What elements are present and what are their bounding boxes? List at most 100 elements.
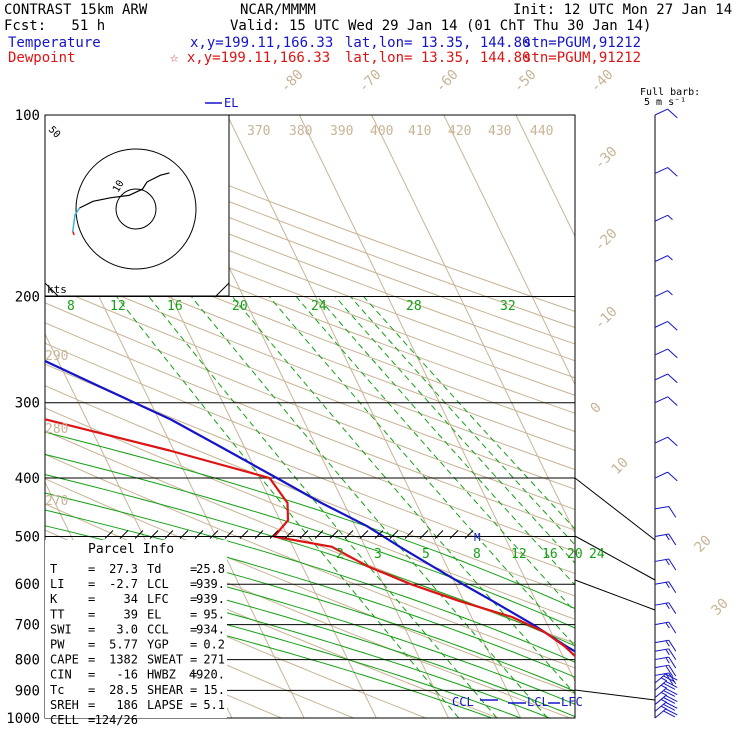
- parcel-value: 939.: [196, 592, 225, 606]
- parcel-key: CELL: [50, 713, 79, 727]
- pressure-tick-label: 700: [15, 618, 40, 634]
- parcel-key: HWBZ: [147, 668, 176, 682]
- mixing-label-upper: 20: [232, 299, 248, 314]
- init-time: Init: 12 UTC Mon 27 Jan 14: [513, 2, 733, 18]
- wind-barb: [654, 320, 678, 331]
- parcel-value: 39: [124, 607, 138, 621]
- theta-label: 390: [330, 124, 353, 139]
- wind-barb: [654, 648, 677, 661]
- mixing-label-upper: 16: [167, 299, 183, 314]
- parcel-eq: =: [88, 592, 95, 606]
- wind-barb: [654, 348, 678, 359]
- perspective-lines: [574, 477, 656, 701]
- parcel-key: SHEAR: [147, 683, 184, 697]
- wind-barb: [654, 664, 677, 677]
- mixing-label-lower: 24: [589, 547, 605, 562]
- parcel-eq: =: [190, 683, 197, 697]
- parcel-value: 25.8: [196, 562, 225, 576]
- model-title: CONTRAST 15km ARW: [4, 2, 148, 18]
- mixing-ratio-line: [317, 296, 575, 586]
- wind-barb: [654, 581, 677, 594]
- dry-adiabat-line: [45, 478, 575, 694]
- parcel-value: 3.0: [116, 622, 138, 636]
- dry-adiabat-line: [45, 322, 575, 531]
- parcel-eq: =: [88, 577, 95, 591]
- dewpoint-station: stn=PGUM,91212: [523, 50, 642, 66]
- mixing-label-upper: 12: [110, 299, 126, 314]
- melting-level-label: M: [474, 531, 481, 544]
- hodograph-trace-low: [72, 231, 75, 236]
- lfc-label: LFC: [561, 695, 583, 709]
- parcel-eq: =: [190, 577, 197, 591]
- parcel-key: K: [50, 592, 58, 606]
- theta-label: 380: [289, 124, 312, 139]
- parcel-eq: =: [190, 622, 197, 636]
- wind-barb: [654, 471, 678, 482]
- pressure-tick-label: 600: [15, 577, 40, 593]
- temperature-station: stn=PGUM,91212: [523, 35, 642, 51]
- isotherm-label: -80: [278, 67, 307, 96]
- wind-barb: [654, 672, 677, 685]
- parcel-value: 27.3: [109, 562, 138, 576]
- dry-adiabat-line: [45, 385, 575, 597]
- mixing-ratio-line: [231, 296, 575, 695]
- wind-barb: [654, 695, 678, 705]
- isotherm-label: -70: [356, 67, 385, 96]
- isotherm-label: -60: [433, 67, 462, 96]
- theta-label: 290: [45, 349, 68, 364]
- pressure-tick-label: 1000: [6, 711, 40, 727]
- isotherm-line: [226, 115, 522, 718]
- dry-adiabat-line: [45, 363, 575, 575]
- parcel-value: 271: [203, 653, 225, 667]
- mixing-label-upper: 32: [500, 299, 516, 314]
- parcel-eq: =: [88, 683, 95, 697]
- pressure-tick-label: 900: [15, 683, 40, 699]
- parcel-key: Tc: [50, 683, 64, 697]
- pressure-tick-label: 800: [15, 653, 40, 669]
- isotherm-label: -10: [592, 304, 621, 333]
- dewpoint-latlon: lat,lon= 13.35, 144.80: [345, 50, 531, 66]
- parcel-eq: =: [88, 562, 95, 576]
- lcl-label: LCL: [527, 695, 549, 709]
- hodograph-ring: [75, 148, 197, 270]
- barb-units-label: 5 m s⁻¹: [644, 97, 686, 108]
- dry-adiabat-line: [45, 407, 575, 620]
- parcel-eq: =: [88, 607, 95, 621]
- parcel-key: EL: [147, 607, 161, 621]
- dewpoint-legend: Dewpoint: [8, 50, 76, 66]
- temperature-legend: Temperature: [8, 35, 101, 51]
- el-label: EL: [224, 96, 238, 110]
- hodograph-trace-mid: [72, 207, 81, 232]
- parcel-eq: =: [88, 668, 95, 682]
- dry-adiabat-line: [45, 227, 575, 433]
- dry-adiabat-line: [45, 584, 354, 718]
- dry-adiabat-line: [45, 264, 575, 471]
- parcel-key: CAPE: [50, 653, 79, 667]
- wind-barb: [654, 701, 678, 712]
- mixing-ratio-line: [363, 296, 575, 530]
- parcel-info-title: Parcel Info: [88, 542, 174, 557]
- dry-adiabat-line: [45, 159, 575, 362]
- dry-adiabat-line: [45, 192, 575, 396]
- wind-barb: [654, 436, 678, 447]
- parcel-value: -16: [116, 668, 138, 682]
- dry-adiabat-line: [45, 342, 575, 553]
- theta-label: 280: [45, 422, 68, 437]
- parcel-value: 124/26: [95, 713, 138, 727]
- parcel-key: CIN: [50, 668, 72, 682]
- parcel-value: 4920.: [189, 668, 225, 682]
- parcel-key: T: [50, 562, 57, 576]
- wind-barb: [654, 505, 677, 518]
- wind-barb: [654, 602, 677, 614]
- isotherm-label: -20: [592, 226, 621, 255]
- wind-barb: [654, 708, 678, 719]
- mixing-ratio-line: [334, 296, 575, 564]
- parcel-value: 5.1: [203, 698, 225, 712]
- parcel-key: TT: [50, 607, 64, 621]
- hodograph-ring: [115, 188, 157, 230]
- wind-barb: [654, 621, 677, 634]
- isotherm-label: -30: [592, 144, 621, 173]
- mixing-label-lower: 20: [567, 547, 583, 562]
- parcel-eq: =: [190, 698, 197, 712]
